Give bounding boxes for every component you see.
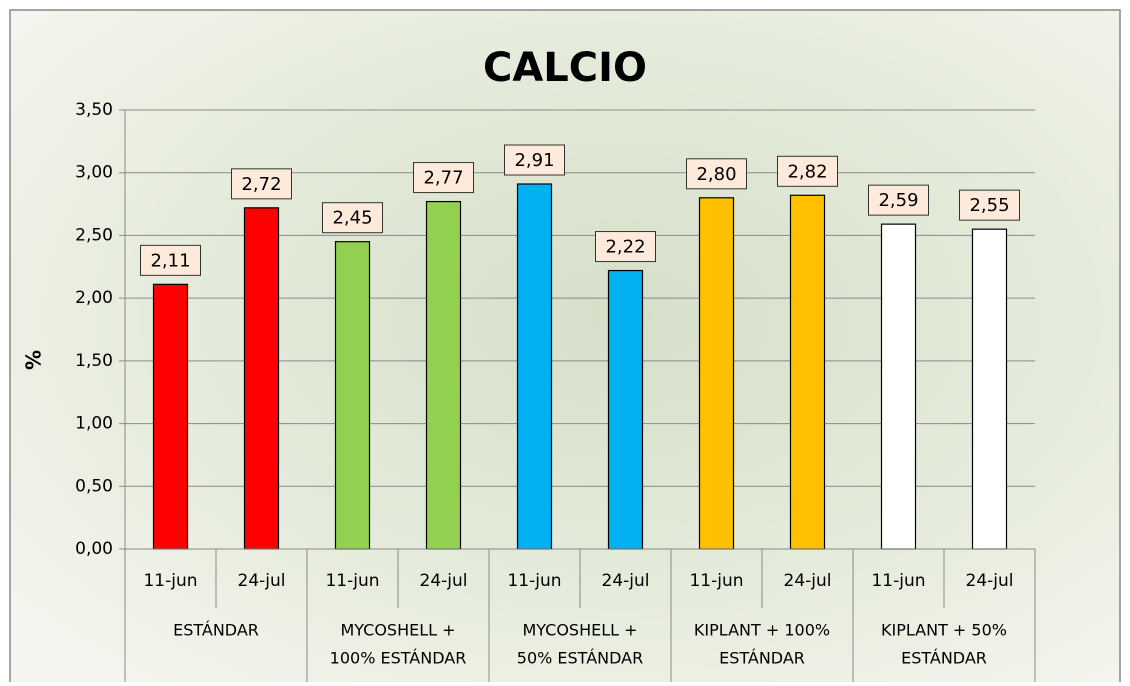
group-label: 100% ESTÁNDAR	[330, 649, 467, 668]
y-tick-label: 2,50	[75, 225, 113, 245]
x-tick-label: 24-jul	[966, 571, 1014, 591]
value-label-box	[504, 144, 565, 176]
group-label: ESTÁNDAR	[719, 649, 805, 668]
bar	[425, 200, 462, 550]
bar	[243, 207, 280, 550]
y-tick-label: 3,00	[75, 163, 113, 183]
x-tick-label: 24-jul	[420, 571, 468, 591]
y-tick-label: 2,00	[75, 288, 113, 308]
y-tick-label: 0,00	[75, 539, 113, 559]
value-label-box	[868, 184, 929, 216]
x-tick-label: 11-jun	[143, 571, 197, 591]
value-label-box	[322, 202, 383, 234]
value-label: 2,91	[514, 150, 554, 171]
x-tick-label: 11-jun	[325, 571, 379, 591]
group-label: MYCOSHELL +	[522, 621, 637, 640]
value-label-box	[595, 231, 656, 263]
value-label: 2,45	[332, 208, 372, 229]
y-tick-label: 0,50	[75, 476, 113, 496]
y-tick-label: 1,50	[75, 351, 113, 371]
y-tick-label: 3,50	[75, 100, 113, 120]
bar	[334, 241, 371, 550]
value-label: 2,55	[969, 195, 1009, 216]
x-tick-label: 11-jun	[871, 571, 925, 591]
value-label-box	[777, 155, 838, 187]
x-tick-label: 24-jul	[784, 571, 832, 591]
value-label: 2,82	[787, 161, 827, 182]
group-label: MYCOSHELL +	[340, 621, 455, 640]
chart-frame	[9, 9, 1121, 686]
value-label-box	[140, 244, 201, 276]
value-label-box	[959, 189, 1020, 221]
value-label-box	[413, 162, 474, 194]
bar	[789, 194, 826, 550]
bar	[698, 197, 735, 550]
group-label: 50% ESTÁNDAR	[517, 649, 643, 668]
group-label: ESTÁNDAR	[173, 621, 259, 640]
bar	[880, 223, 917, 550]
value-label: 2,77	[423, 168, 463, 189]
value-label: 2,80	[696, 164, 736, 185]
value-label: 2,72	[241, 174, 281, 195]
bar	[516, 183, 553, 550]
value-label: 2,22	[605, 237, 645, 258]
bar	[971, 228, 1008, 550]
chart-title: CALCIO	[483, 45, 647, 91]
group-label: KIPLANT + 100%	[694, 621, 830, 640]
x-tick-label: 24-jul	[238, 571, 286, 591]
group-label: KIPLANT + 50%	[881, 621, 1007, 640]
bar	[607, 269, 644, 550]
x-tick-label: 11-jun	[507, 571, 561, 591]
value-label-box	[686, 158, 747, 190]
value-label-box	[231, 168, 292, 200]
x-tick-label: 24-jul	[602, 571, 650, 591]
y-axis-label: %	[22, 350, 46, 370]
x-tick-label: 11-jun	[689, 571, 743, 591]
value-label: 2,59	[878, 190, 918, 211]
group-label: ESTÁNDAR	[901, 649, 987, 668]
value-label: 2,11	[150, 250, 190, 271]
y-tick-label: 1,00	[75, 414, 113, 434]
bar	[152, 283, 189, 550]
